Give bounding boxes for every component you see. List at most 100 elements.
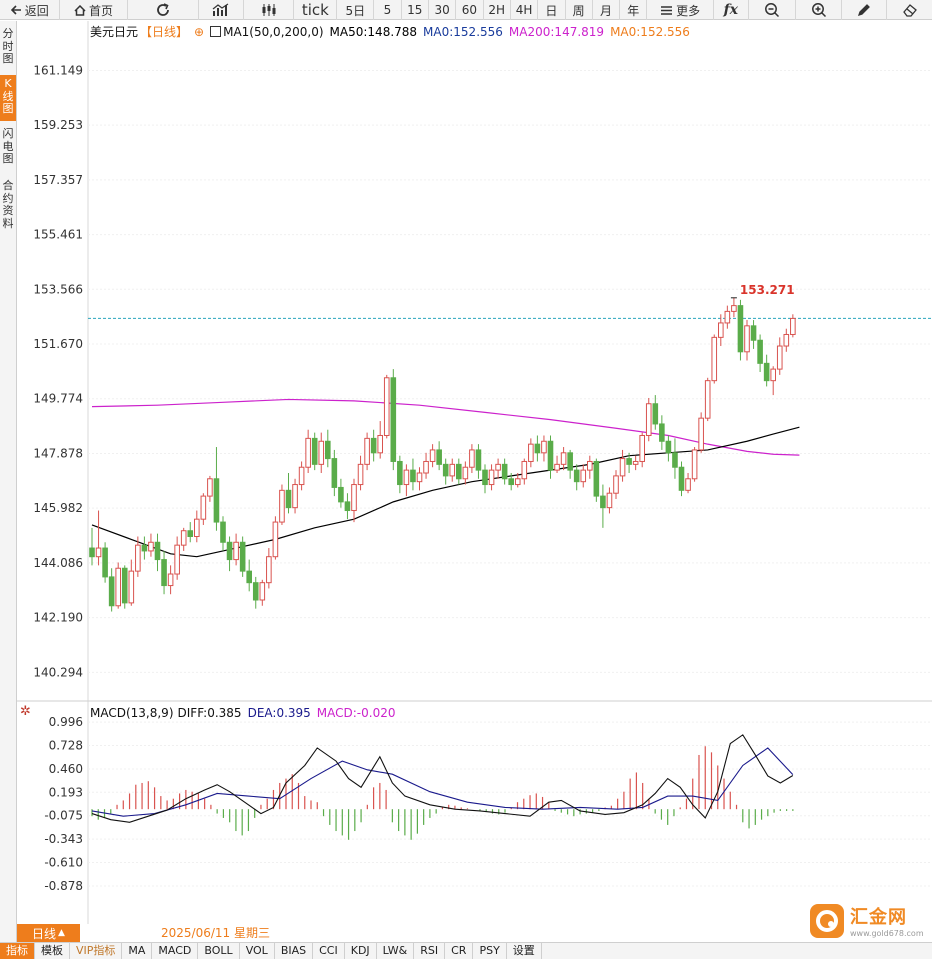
macd-settings-icon[interactable]: ✲ (20, 704, 31, 719)
candle-up[interactable] (724, 310, 731, 324)
candle-down[interactable] (573, 469, 580, 483)
candle-down[interactable] (678, 466, 685, 491)
candle-down[interactable] (442, 463, 449, 477)
candle-down[interactable] (757, 339, 763, 364)
candle-down[interactable] (154, 541, 161, 561)
candle-up[interactable] (298, 466, 305, 486)
candle-down[interactable] (501, 463, 508, 480)
candle-up[interactable] (711, 336, 718, 382)
zoom-in-button[interactable] (796, 0, 843, 20)
candle-up[interactable] (200, 495, 207, 520)
candle-up[interactable] (272, 521, 279, 558)
candle-down[interactable] (397, 460, 403, 486)
candle-down[interactable] (672, 452, 678, 468)
candle-down[interactable] (763, 362, 770, 382)
period-60-button[interactable]: 60 (456, 0, 484, 20)
candle-up[interactable] (495, 463, 501, 471)
candle-down[interactable] (600, 495, 606, 509)
candle-up[interactable] (233, 541, 239, 561)
indicator-tab-6[interactable]: VOL (240, 943, 275, 959)
indicator-tab-3[interactable]: MA (122, 943, 153, 959)
candle-up[interactable] (776, 345, 783, 370)
candle-up[interactable] (554, 463, 560, 471)
period-day-button[interactable]: 日 (538, 0, 566, 20)
candle-down[interactable] (252, 582, 259, 601)
chart-type-button[interactable] (199, 0, 244, 20)
indicator-tab-7[interactable]: BIAS (275, 943, 314, 959)
draw-button[interactable] (842, 0, 888, 20)
candle-up[interactable] (364, 437, 370, 465)
period-4h-button[interactable]: 4H (511, 0, 539, 20)
period-year-button[interactable]: 年 (620, 0, 648, 20)
candle-up[interactable] (403, 469, 410, 486)
candle-up[interactable] (135, 544, 141, 572)
candle-up[interactable] (783, 333, 790, 347)
kline-chart[interactable]: 161.149 159.253 157.357 155.461 153.566 151.6… (17, 21, 932, 924)
indicator-tab-9[interactable]: KDJ (345, 943, 377, 959)
refresh-button[interactable] (128, 0, 199, 20)
indicator-tab-13[interactable]: PSY (473, 943, 507, 959)
crosshair-icon[interactable]: ⊕ (194, 24, 205, 39)
candle-up[interactable] (462, 466, 469, 480)
candle-down[interactable] (436, 449, 442, 465)
candle-down[interactable] (121, 567, 128, 604)
period-week-button[interactable]: 周 (566, 0, 593, 20)
period-5-button[interactable]: 5 (374, 0, 402, 20)
candle-up[interactable] (560, 452, 567, 465)
candle-down[interactable] (89, 547, 95, 558)
candle-down[interactable] (141, 544, 148, 552)
candle-up[interactable] (488, 469, 495, 486)
eraser-button[interactable] (887, 0, 932, 20)
candle-down[interactable] (370, 437, 377, 454)
tab-flash-chart[interactable]: 闪电图 (2, 127, 14, 165)
indicator-tab-11[interactable]: RSI (414, 943, 446, 959)
candle-up[interactable] (167, 573, 174, 587)
candle-up[interactable] (207, 478, 213, 497)
candle-up[interactable] (580, 469, 587, 483)
candle-up[interactable] (194, 518, 200, 537)
indicator-tab-0[interactable]: 指标 (0, 943, 35, 959)
candle-up[interactable] (128, 570, 135, 604)
candle-down[interactable] (737, 305, 744, 353)
indicator-tab-14[interactable]: 设置 (507, 943, 542, 959)
tick-button[interactable]: tick (294, 0, 338, 20)
candle-down[interactable] (344, 501, 351, 512)
candle-up[interactable] (279, 489, 285, 523)
indicator-tab-12[interactable]: CR (445, 943, 474, 959)
candle-down[interactable] (626, 458, 632, 465)
candle-up[interactable] (541, 440, 547, 454)
candle-up[interactable] (377, 434, 383, 454)
back-button[interactable]: 返回 (0, 0, 61, 20)
candle-up[interactable] (685, 478, 691, 491)
candle-up[interactable] (704, 380, 711, 419)
candle-up[interactable] (266, 556, 272, 584)
candle-down[interactable] (325, 440, 331, 460)
candle-up[interactable] (357, 463, 364, 486)
candle-down[interactable] (390, 377, 397, 462)
candle-up[interactable] (416, 472, 423, 483)
period-2h-button[interactable]: 2H (484, 0, 511, 20)
period-select-button[interactable]: 日线 ▲ (17, 924, 80, 942)
candle-up[interactable] (351, 484, 357, 512)
candle-down[interactable] (750, 325, 757, 341)
candle-up[interactable] (449, 463, 456, 477)
indicator-settings-icon[interactable] (210, 26, 222, 37)
candle-up[interactable] (632, 460, 639, 465)
candle-down[interactable] (475, 449, 482, 471)
candle-up[interactable] (423, 460, 429, 474)
candle-up[interactable] (180, 530, 187, 546)
candle-down[interactable] (213, 478, 220, 523)
home-button[interactable]: 首页 (60, 0, 128, 20)
candle-up[interactable] (292, 484, 298, 509)
tab-kline[interactable]: K线图 (0, 75, 16, 121)
candle-down[interactable] (665, 440, 672, 454)
candle-up[interactable] (305, 437, 311, 468)
candle-up[interactable] (95, 547, 102, 558)
indicator-tab-1[interactable]: 模板 (35, 943, 70, 959)
candle-down[interactable] (102, 547, 108, 578)
candle-up[interactable] (731, 305, 737, 312)
candle-up[interactable] (691, 449, 698, 480)
indicator-tab-10[interactable]: LW& (377, 943, 415, 959)
formula-button[interactable]: fx (714, 0, 749, 20)
candle-up[interactable] (318, 440, 325, 465)
